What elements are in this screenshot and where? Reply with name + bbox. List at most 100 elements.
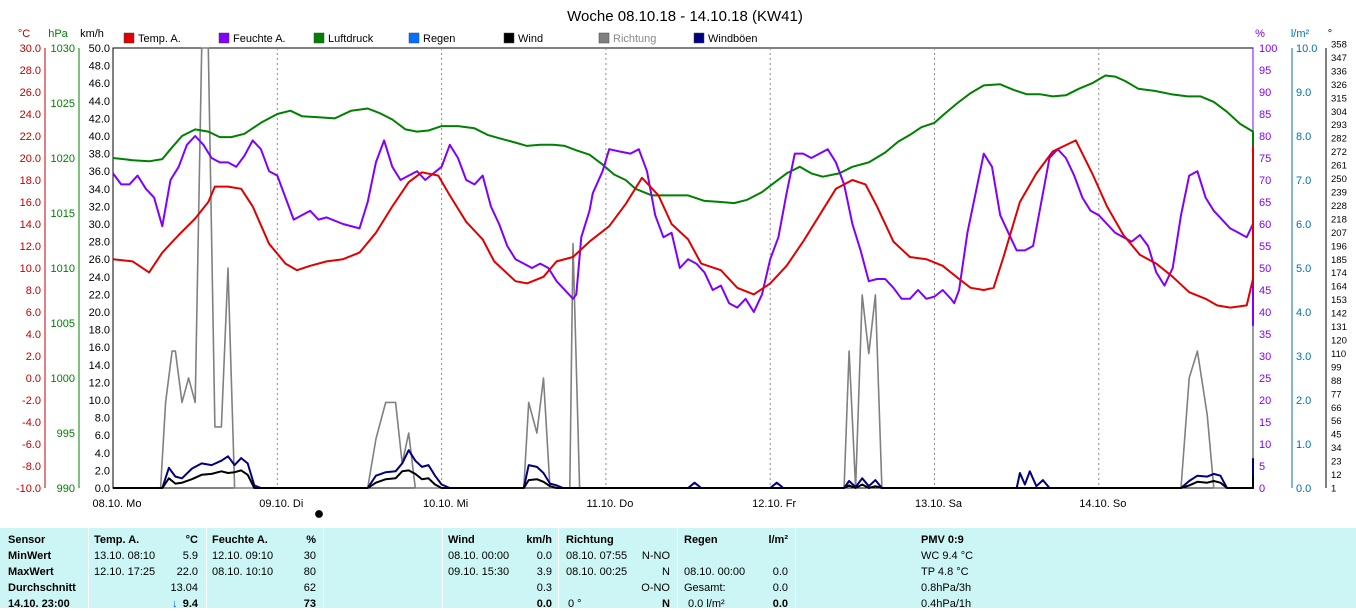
wind-tick-label: 46.0	[89, 78, 110, 90]
direction-tick-label: 261	[1331, 161, 1347, 172]
chart-grid	[112, 47, 1254, 489]
wind-tick-label: 30.0	[89, 219, 110, 231]
direction-tick-label: 196	[1331, 241, 1347, 252]
temp-tick-label: 12.0	[20, 241, 41, 253]
axis-header-humidity: %	[1255, 28, 1265, 40]
humidity-tick-label: 75	[1259, 153, 1271, 165]
humidity-tick-label: 30	[1259, 351, 1271, 363]
direction-tick-label: 347	[1331, 53, 1347, 64]
x-tick-label: 11.10. Do	[586, 498, 633, 510]
legend-swatch	[408, 32, 420, 44]
temp-tick-label: 4.0	[26, 329, 41, 341]
pmv-pressure-3h: 0.8hPa/3h	[921, 582, 972, 594]
rain-tick-label: 1.0	[1296, 439, 1311, 451]
header-pmv: PMV 0:9	[921, 534, 964, 546]
direction-tick-label: 99	[1331, 362, 1342, 373]
wind-tick-label: 0.0	[95, 483, 110, 495]
rain-tick-label: 8.0	[1296, 131, 1311, 143]
hum-max-value: 80	[303, 566, 316, 578]
rain-total-value: 0.0	[772, 582, 788, 594]
temp-current-value: 9.4	[182, 598, 198, 610]
humidity-tick-label: 95	[1259, 65, 1271, 77]
legend-swatch	[503, 32, 515, 44]
temp-tick-label: -10.0	[16, 483, 41, 495]
series-richtung	[113, 47, 1254, 489]
direction-tick-label: 77	[1331, 389, 1342, 400]
time-cursor-marker[interactable]	[313, 508, 325, 520]
wind-tick-label: 12.0	[89, 377, 110, 389]
direction-tick-label: 142	[1331, 309, 1347, 320]
humidity-tick-label: 5	[1259, 461, 1265, 473]
wind-tick-label: 8.0	[95, 413, 110, 425]
wind-tick-label: 42.0	[89, 113, 110, 125]
legend-swatch	[313, 32, 325, 44]
wind-tick-label: 10.0	[89, 395, 110, 407]
axis-header-wind: km/h	[80, 28, 104, 40]
temp-tick-label: 6.0	[26, 307, 41, 319]
direction-tick-label: 12	[1331, 470, 1342, 481]
direction-tick-label: 23	[1331, 457, 1342, 468]
temp-tick-label: -6.0	[22, 439, 41, 451]
direction-tick-label: 358	[1331, 40, 1347, 51]
legend-swatch	[123, 32, 135, 44]
statistics-table: Sensor MinWert MaxWert Durchschnitt 14.1…	[0, 528, 1356, 610]
wind-tick-label: 18.0	[89, 325, 110, 337]
wind-tick-label: 38.0	[89, 149, 110, 161]
direction-tick-label: 131	[1331, 322, 1347, 333]
wind-tick-label: 26.0	[89, 254, 110, 266]
row-label-avg: Durchschnitt	[8, 582, 76, 594]
direction-tick-label: 326	[1331, 80, 1347, 91]
humidity-tick-label: 15	[1259, 417, 1271, 429]
wind-avg-value: 0.3	[536, 582, 552, 594]
temp-tick-label: 2.0	[26, 351, 41, 363]
chart-legend: Temp. A. Feuchte A. Luftdruck Regen Wind Rich…	[123, 32, 758, 45]
dir-min-date: 08.10. 07:55	[566, 550, 628, 562]
temp-tick-label: 10.0	[20, 263, 41, 275]
pressure-tick-label: 990	[57, 483, 75, 495]
hum-avg-value: 62	[303, 582, 316, 594]
wind-min-date: 08.10. 00:00	[448, 550, 510, 562]
humidity-tick-label: 80	[1259, 131, 1271, 143]
direction-tick-label: 110	[1331, 349, 1346, 360]
pressure-tick-label: 995	[57, 428, 75, 440]
x-tick-label: 09.10. Di	[259, 498, 303, 510]
wind-tick-label: 44.0	[89, 96, 110, 108]
wind-tick-label: 28.0	[89, 237, 110, 249]
temp-tick-label: 16.0	[20, 197, 41, 209]
wind-current-value: 0.0	[536, 598, 552, 610]
humidity-tick-label: 85	[1259, 109, 1271, 121]
rain-tick-label: 2.0	[1296, 395, 1311, 407]
temp-tick-label: 0.0	[26, 373, 41, 385]
series-feuchte-a	[112, 135, 1254, 327]
wind-tick-label: 2.0	[95, 465, 110, 477]
humidity-tick-label: 70	[1259, 175, 1271, 187]
pressure-tick-label: 1025	[51, 98, 75, 110]
humidity-tick-label: 60	[1259, 219, 1271, 231]
header-temp: Temp. A.	[94, 534, 140, 546]
chart-axes: 30.028.026.024.022.020.018.016.014.012.0…	[16, 40, 1347, 496]
header-humidity: Feuchte A.	[212, 534, 268, 546]
axis-headers: °C hPa km/h% l/m² °	[18, 28, 1332, 40]
pressure-tick-label: 1010	[51, 263, 75, 275]
legend-label: Regen	[423, 33, 455, 45]
direction-tick-label: 66	[1331, 403, 1342, 414]
hum-min-value: 30	[303, 550, 316, 562]
x-tick-label: 12.10. Fr	[752, 498, 796, 510]
rain-tick-label: 3.0	[1296, 351, 1311, 363]
series-wind	[113, 469, 1254, 489]
direction-tick-label: 1	[1331, 484, 1336, 495]
wind-max-date: 09.10. 15:30	[448, 566, 510, 578]
hum-max-date: 08.10. 10:10	[212, 566, 274, 578]
header-wind-unit: km/h	[526, 534, 552, 546]
legend-label: Temp. A.	[138, 33, 181, 45]
temp-tick-label: 22.0	[20, 131, 41, 143]
pmv-dewpoint: TP 4.8 °C	[921, 566, 969, 578]
rain-tick-label: 10.0	[1296, 43, 1317, 55]
chart-series	[112, 47, 1254, 489]
plot-frame	[112, 47, 1254, 489]
direction-tick-label: 250	[1331, 174, 1347, 185]
wind-tick-label: 20.0	[89, 307, 110, 319]
humidity-tick-label: 40	[1259, 307, 1271, 319]
pressure-tick-label: 1020	[51, 153, 75, 165]
dir-max-value: N	[662, 566, 670, 578]
